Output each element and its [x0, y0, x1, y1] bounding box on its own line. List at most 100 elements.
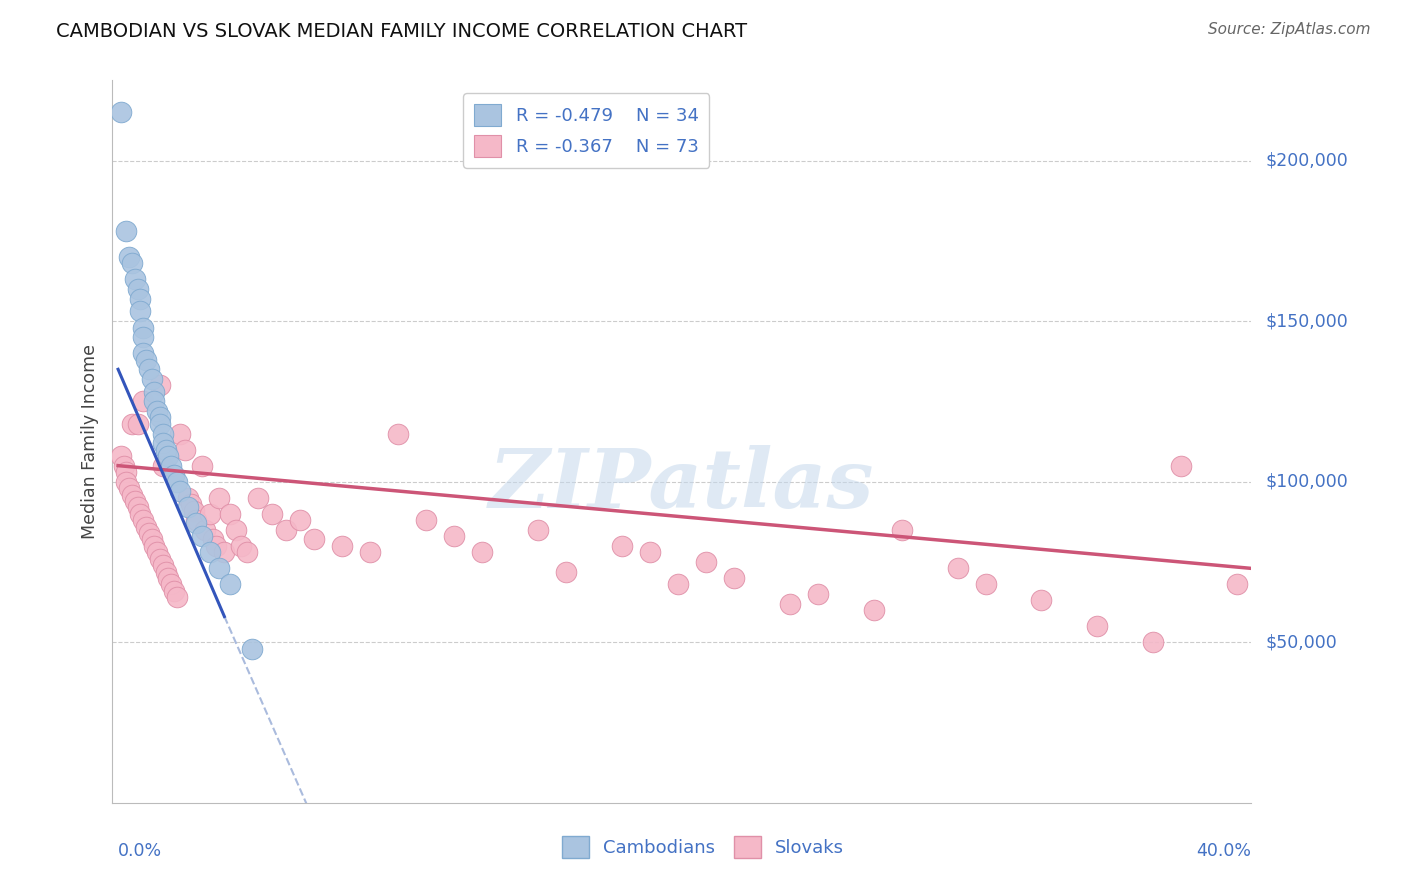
- Point: [127, 417, 149, 431]
- Point: [132, 394, 155, 409]
- Point: [779, 597, 801, 611]
- Point: [666, 577, 689, 591]
- Point: [152, 436, 174, 450]
- Point: [135, 352, 157, 367]
- Point: [141, 533, 163, 547]
- Y-axis label: Median Family Income: Median Family Income: [82, 344, 100, 539]
- Point: [115, 465, 138, 479]
- Point: [132, 346, 155, 360]
- Point: [186, 516, 208, 531]
- Point: [149, 378, 172, 392]
- Point: [110, 105, 132, 120]
- Point: [143, 539, 166, 553]
- Point: [138, 526, 160, 541]
- Point: [155, 565, 177, 579]
- Point: [1226, 577, 1249, 591]
- Point: [415, 513, 437, 527]
- Point: [225, 523, 247, 537]
- Point: [143, 394, 166, 409]
- Point: [124, 494, 146, 508]
- Point: [200, 545, 222, 559]
- Point: [862, 603, 884, 617]
- Point: [260, 507, 283, 521]
- Point: [208, 491, 231, 505]
- Text: CAMBODIAN VS SLOVAK MEDIAN FAMILY INCOME CORRELATION CHART: CAMBODIAN VS SLOVAK MEDIAN FAMILY INCOME…: [56, 22, 748, 41]
- Point: [129, 292, 152, 306]
- Point: [638, 545, 661, 559]
- Point: [121, 417, 143, 431]
- Point: [132, 320, 155, 334]
- Text: 40.0%: 40.0%: [1197, 842, 1251, 860]
- Point: [129, 507, 152, 521]
- Point: [191, 458, 214, 473]
- Point: [191, 529, 214, 543]
- Point: [160, 577, 183, 591]
- Point: [443, 529, 465, 543]
- Point: [112, 458, 135, 473]
- Point: [202, 533, 225, 547]
- Point: [157, 449, 180, 463]
- Point: [149, 410, 172, 425]
- Point: [723, 571, 745, 585]
- Point: [946, 561, 969, 575]
- Text: $100,000: $100,000: [1265, 473, 1348, 491]
- Point: [146, 404, 169, 418]
- Point: [610, 539, 633, 553]
- Point: [149, 417, 172, 431]
- Text: ZIPatlas: ZIPatlas: [489, 445, 875, 524]
- Point: [143, 384, 166, 399]
- Point: [807, 587, 830, 601]
- Text: $200,000: $200,000: [1265, 152, 1348, 169]
- Point: [1031, 593, 1053, 607]
- Point: [118, 250, 141, 264]
- Point: [236, 545, 259, 559]
- Point: [219, 507, 242, 521]
- Point: [138, 362, 160, 376]
- Point: [160, 458, 183, 473]
- Point: [200, 507, 222, 521]
- Text: $50,000: $50,000: [1265, 633, 1337, 651]
- Point: [177, 500, 200, 515]
- Point: [1170, 458, 1192, 473]
- Point: [219, 577, 242, 591]
- Point: [121, 256, 143, 270]
- Point: [141, 372, 163, 386]
- Point: [135, 519, 157, 533]
- Point: [149, 551, 172, 566]
- Point: [157, 571, 180, 585]
- Point: [246, 491, 269, 505]
- Point: [288, 513, 311, 527]
- Point: [166, 475, 188, 489]
- Point: [183, 503, 205, 517]
- Point: [152, 458, 174, 473]
- Point: [115, 224, 138, 238]
- Point: [174, 442, 197, 457]
- Point: [169, 426, 191, 441]
- Text: Source: ZipAtlas.com: Source: ZipAtlas.com: [1208, 22, 1371, 37]
- Point: [330, 539, 353, 553]
- Point: [110, 449, 132, 463]
- Point: [554, 565, 576, 579]
- Point: [166, 591, 188, 605]
- Text: $150,000: $150,000: [1265, 312, 1348, 330]
- Point: [180, 497, 202, 511]
- Point: [242, 641, 264, 656]
- Point: [121, 487, 143, 501]
- Legend: Cambodians, Slovaks: Cambodians, Slovaks: [555, 829, 851, 865]
- Point: [132, 513, 155, 527]
- Point: [695, 555, 717, 569]
- Point: [118, 481, 141, 495]
- Point: [302, 533, 325, 547]
- Point: [169, 484, 191, 499]
- Point: [205, 539, 228, 553]
- Point: [124, 272, 146, 286]
- Point: [1142, 635, 1164, 649]
- Point: [471, 545, 494, 559]
- Legend: R = -0.479    N = 34, R = -0.367    N = 73: R = -0.479 N = 34, R = -0.367 N = 73: [463, 93, 710, 168]
- Point: [177, 491, 200, 505]
- Point: [194, 523, 217, 537]
- Point: [527, 523, 550, 537]
- Point: [214, 545, 236, 559]
- Point: [152, 558, 174, 573]
- Point: [274, 523, 297, 537]
